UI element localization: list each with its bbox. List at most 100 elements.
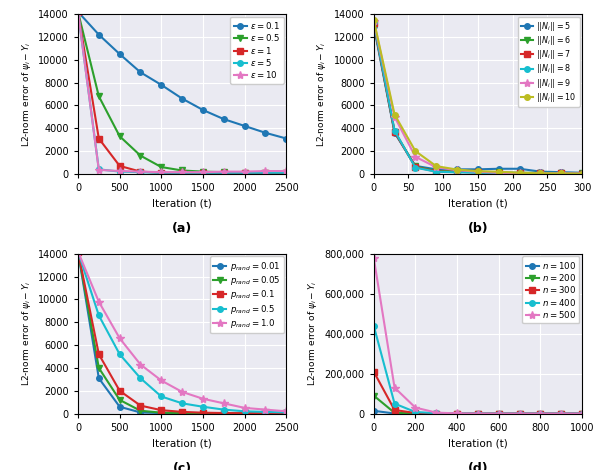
$||N_i|| = 5$ [474, 166, 481, 172]
$\varepsilon = 0.5$ [179, 168, 186, 173]
$||N_i|| = 8$ [433, 169, 440, 174]
$p_{rand} = 0.05$ [179, 410, 186, 416]
$p_{rand} = 0.1$ [179, 409, 186, 415]
$||N_i|| = 10$ [516, 170, 523, 176]
Line: $||N_i|| = 8$: $||N_i|| = 8$ [371, 19, 585, 176]
$\varepsilon = 5$ [199, 170, 206, 176]
$p_{rand} = 0.5$ [74, 249, 82, 254]
$n = 100$ [370, 408, 377, 414]
Line: $n = 200$: $n = 200$ [371, 393, 585, 416]
$n = 400$ [370, 323, 377, 329]
$n = 300$ [557, 411, 565, 416]
$n = 100$ [537, 411, 544, 416]
$||N_i|| = 9$ [433, 164, 440, 170]
$n = 100$ [578, 411, 586, 416]
Line: $n = 100$: $n = 100$ [371, 408, 585, 416]
Text: (c): (c) [173, 462, 191, 470]
$||N_i|| = 7$ [578, 171, 586, 176]
$\varepsilon = 1$ [262, 170, 269, 176]
$p_{rand} = 0.01$ [262, 411, 269, 416]
Line: $p_{rand} = 0.5$: $p_{rand} = 0.5$ [75, 249, 289, 415]
$p_{rand} = 1.0$ [179, 389, 186, 395]
$\varepsilon = 0.5$ [283, 170, 290, 176]
$n = 400$ [537, 411, 544, 416]
$\varepsilon = 1$ [158, 170, 165, 176]
$||N_i|| = 8$ [557, 171, 565, 176]
Line: $p_{rand} = 1.0$: $p_{rand} = 1.0$ [74, 247, 290, 415]
Line: $\varepsilon = 0.5$: $\varepsilon = 0.5$ [75, 9, 289, 175]
$\varepsilon = 0.5$ [137, 153, 144, 158]
$\varepsilon = 1$ [199, 170, 206, 176]
X-axis label: Iteration (t): Iteration (t) [152, 198, 212, 209]
$\varepsilon = 5$ [74, 9, 82, 15]
$p_{rand} = 0.1$ [137, 403, 144, 408]
$\varepsilon = 0.1$ [283, 136, 290, 141]
$||N_i|| = 7$ [433, 169, 440, 174]
$||N_i|| = 5$ [516, 166, 523, 172]
Legend: $||N_i|| = 5$, $||N_i|| = 6$, $||N_i|| = 7$, $||N_i|| = 8$, $||N_i|| = 9$, $||N_: $||N_i|| = 5$, $||N_i|| = 6$, $||N_i|| =… [518, 16, 580, 107]
$n = 400$ [412, 409, 419, 415]
Line: $\varepsilon = 1$: $\varepsilon = 1$ [75, 9, 289, 175]
$p_{rand} = 0.5$ [179, 400, 186, 406]
$||N_i|| = 5$ [537, 169, 544, 174]
$p_{rand} = 0.05$ [199, 410, 206, 416]
$n = 500$ [412, 405, 419, 410]
$||N_i|| = 10$ [370, 17, 377, 23]
$n = 100$ [557, 411, 565, 416]
$n = 400$ [474, 411, 481, 416]
$n = 500$ [578, 411, 586, 416]
$||N_i|| = 8$ [474, 170, 481, 176]
$p_{rand} = 0.01$ [74, 249, 82, 254]
$n = 400$ [391, 401, 398, 407]
$||N_i|| = 6$ [391, 129, 398, 134]
$\varepsilon = 0.5$ [220, 169, 227, 175]
$n = 300$ [412, 410, 419, 416]
$p_{rand} = 1.0$ [116, 336, 123, 341]
$p_{rand} = 0.5$ [137, 376, 144, 381]
$||N_i|| = 10$ [474, 168, 481, 174]
$||N_i|| = 8$ [578, 171, 586, 176]
$n = 200$ [557, 411, 565, 416]
X-axis label: Iteration (t): Iteration (t) [152, 438, 212, 448]
$n = 100$ [495, 411, 502, 416]
X-axis label: Iteration (t): Iteration (t) [448, 198, 508, 209]
Y-axis label: L2-norm error of $\psi_i - Y_i$: L2-norm error of $\psi_i - Y_i$ [20, 281, 32, 386]
$\varepsilon = 10$ [283, 168, 290, 174]
$p_{rand} = 0.1$ [220, 410, 227, 416]
Y-axis label: L2-norm error of $\psi_i - Y_i$: L2-norm error of $\psi_i - Y_i$ [306, 281, 319, 386]
Text: (d): (d) [467, 462, 488, 470]
$||N_i|| = 10$ [412, 148, 419, 154]
$n = 200$ [578, 411, 586, 416]
$p_{rand} = 0.1$ [74, 249, 82, 254]
$\varepsilon = 0.1$ [220, 116, 227, 122]
$||N_i|| = 9$ [578, 171, 586, 176]
$||N_i|| = 9$ [537, 171, 544, 176]
$\varepsilon = 1$ [283, 170, 290, 176]
$||N_i|| = 9$ [557, 171, 565, 176]
$p_{rand} = 0.1$ [158, 407, 165, 413]
$||N_i|| = 6$ [537, 170, 544, 176]
$n = 500$ [433, 410, 440, 415]
$n = 100$ [412, 411, 419, 416]
$||N_i|| = 5$ [454, 166, 461, 172]
$n = 100$ [391, 411, 398, 416]
$||N_i|| = 8$ [370, 19, 377, 25]
$||N_i|| = 10$ [454, 167, 461, 172]
$p_{rand} = 0.01$ [116, 404, 123, 409]
Text: (b): (b) [467, 222, 488, 235]
$n = 500$ [516, 411, 523, 416]
$n = 500$ [557, 411, 565, 416]
Y-axis label: L2-norm error of $\psi_i - Y_i$: L2-norm error of $\psi_i - Y_i$ [20, 41, 32, 147]
$n = 400$ [557, 411, 565, 416]
$||N_i|| = 6$ [516, 170, 523, 176]
$n = 300$ [495, 411, 502, 416]
$p_{rand} = 0.05$ [95, 365, 103, 371]
$||N_i|| = 9$ [454, 167, 461, 173]
Line: $p_{rand} = 0.05$: $p_{rand} = 0.05$ [75, 249, 289, 416]
$\varepsilon = 5$ [220, 170, 227, 176]
Legend: $n = 100$, $n = 200$, $n = 300$, $n = 400$, $n = 500$: $n = 100$, $n = 200$, $n = 300$, $n = 40… [522, 256, 580, 323]
$\varepsilon = 0.1$ [199, 107, 206, 113]
$p_{rand} = 0.05$ [220, 411, 227, 416]
$||N_i|| = 10$ [537, 171, 544, 176]
$p_{rand} = 1.0$ [283, 408, 290, 414]
